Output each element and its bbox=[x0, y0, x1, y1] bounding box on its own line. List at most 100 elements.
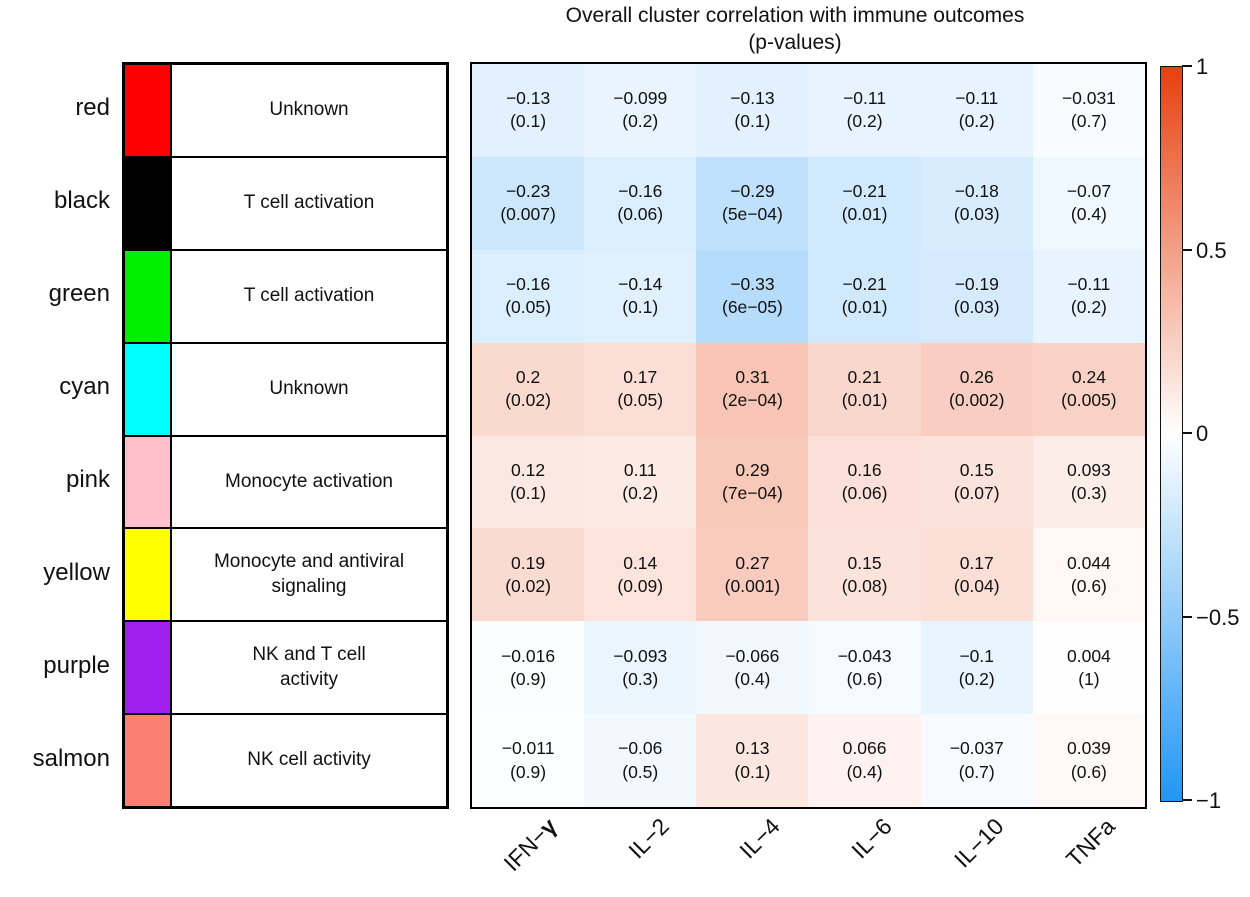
cell-p-value: (7e−04) bbox=[722, 482, 783, 503]
row-label-yellow: yellow bbox=[43, 558, 110, 586]
heatmap-cell-black-ifn: −0.23 (0.007) bbox=[472, 156, 585, 250]
colorbar-gradient bbox=[1160, 66, 1183, 802]
colorbar-tick-label: 0.5 bbox=[1196, 237, 1227, 263]
cell-p-value: (0.6) bbox=[1070, 575, 1107, 596]
correlation-heatmap: −0.13 (0.1) −0.099 (0.2) −0.13 (0.1) −0.11 (0.2… bbox=[470, 62, 1147, 809]
cell-p-value: (0.02) bbox=[505, 575, 551, 596]
cell-p-value: (0.4) bbox=[734, 668, 771, 689]
colorbar-tick-mark bbox=[1182, 65, 1192, 67]
row-label-black: black bbox=[53, 187, 110, 215]
cell-correlation-value: 0.16 bbox=[847, 459, 882, 480]
cell-correlation-value: −0.14 bbox=[618, 274, 663, 295]
heatmap-cell-green-il10: −0.19 (0.03) bbox=[920, 249, 1033, 343]
cell-correlation-value: −0.011 bbox=[501, 738, 555, 759]
colorbar-tick-mark bbox=[1182, 615, 1192, 618]
colorbar-tick-label: 0 bbox=[1196, 421, 1209, 446]
cell-p-value: (1) bbox=[1078, 668, 1100, 689]
cell-p-value: (6e−05) bbox=[722, 297, 783, 318]
cell-correlation-value: −0.043 bbox=[837, 645, 892, 666]
cell-correlation-value: 0.19 bbox=[511, 552, 546, 573]
colorbar-tick-label: −0.5 bbox=[1196, 604, 1240, 630]
cell-correlation-value: −0.21 bbox=[842, 181, 887, 202]
colorbar-tick-label: 1 bbox=[1196, 54, 1209, 79]
heatmap-cell-purple-ifn: −0.016 (0.9) bbox=[472, 621, 585, 715]
cell-correlation-value: −0.1 bbox=[959, 645, 995, 666]
cell-p-value: (0.04) bbox=[953, 575, 1000, 596]
cell-p-value: (0.06) bbox=[841, 482, 888, 503]
cell-correlation-value: 0.15 bbox=[959, 459, 994, 480]
cell-correlation-value: −0.11 bbox=[843, 88, 887, 109]
row-label-red: red bbox=[75, 94, 110, 122]
heatmap-cell-green-ifn: −0.16 (0.05) bbox=[472, 249, 585, 343]
chart-title-line1: Overall cluster correlation with immune … bbox=[565, 4, 1025, 27]
heatmap-cell-salmon-il10: −0.037 (0.7) bbox=[920, 714, 1033, 807]
cell-p-value: (0.6) bbox=[846, 668, 883, 689]
colorbar-tick-mark bbox=[1182, 799, 1192, 801]
heatmap-cell-red-il6: −0.11 (0.2) bbox=[808, 64, 921, 157]
cell-correlation-value: −0.016 bbox=[501, 645, 556, 666]
cell-correlation-value: −0.18 bbox=[954, 181, 999, 202]
cell-p-value: (0.2) bbox=[958, 111, 995, 132]
cell-correlation-value: 0.044 bbox=[1067, 552, 1111, 573]
cluster-annotation-red: Unknown bbox=[171, 64, 447, 157]
cluster-annotation-green: T cell activation bbox=[171, 249, 447, 343]
cell-correlation-value: 0.15 bbox=[847, 552, 882, 573]
cell-correlation-value: −0.13 bbox=[505, 88, 551, 109]
cell-correlation-value: 0.21 bbox=[847, 366, 882, 387]
cluster-annotation-cyan: Unknown bbox=[171, 342, 447, 436]
heatmap-cell-salmon-il6: 0.066 (0.4) bbox=[808, 714, 921, 807]
cell-p-value: (0.05) bbox=[505, 297, 551, 318]
cell-correlation-value: −0.23 bbox=[505, 181, 551, 202]
heatmap-cell-cyan-il10: 0.26 (0.002) bbox=[920, 342, 1033, 436]
heatmap-cell-salmon-ifn: −0.011 (0.9) bbox=[472, 714, 585, 807]
cell-correlation-value: 0.17 bbox=[623, 366, 658, 387]
cluster-annotation-yellow: Monocyte and antiviral signaling bbox=[171, 528, 447, 622]
cell-p-value: (0.4) bbox=[846, 761, 883, 782]
x-axis-label-il10: IL−10 bbox=[948, 813, 1009, 873]
cell-correlation-value: −0.037 bbox=[949, 738, 1004, 759]
cluster-annotation-table: Unknown T cell activation T cell activatio… bbox=[122, 62, 449, 809]
cell-p-value: (0.03) bbox=[953, 204, 1000, 225]
cell-correlation-value: 0.093 bbox=[1067, 459, 1111, 480]
cell-correlation-value: −0.13 bbox=[730, 88, 775, 109]
cell-correlation-value: 0.12 bbox=[511, 459, 546, 480]
heatmap-cell-green-il2: −0.14 (0.1) bbox=[584, 249, 697, 343]
cell-correlation-value: 0.17 bbox=[959, 552, 994, 573]
row-label-green: green bbox=[48, 280, 110, 308]
heatmap-cell-cyan-tnfa: 0.24 (0.005) bbox=[1032, 342, 1145, 436]
cluster-annotation-salmon: NK cell activity bbox=[171, 714, 447, 807]
heatmap-cell-pink-il4: 0.29 (7e−04) bbox=[696, 435, 809, 529]
x-axis-label-ifn: IFN−γ bbox=[499, 813, 563, 877]
cell-p-value: (0.7) bbox=[958, 761, 995, 782]
cell-p-value: (0.002) bbox=[949, 390, 1005, 411]
cell-p-value: (0.05) bbox=[617, 390, 664, 411]
cell-correlation-value: −0.21 bbox=[842, 274, 887, 295]
cell-p-value: (5e−04) bbox=[722, 204, 783, 225]
cell-p-value: (0.2) bbox=[846, 111, 883, 132]
heatmap-cell-green-il4: −0.33 (6e−05) bbox=[696, 249, 809, 343]
cell-correlation-value: 0.27 bbox=[735, 552, 770, 573]
heatmap-cell-yellow-tnfa: 0.044 (0.6) bbox=[1032, 528, 1145, 622]
cell-correlation-value: 0.24 bbox=[1071, 366, 1106, 387]
heatmap-cell-yellow-il6: 0.15 (0.08) bbox=[808, 528, 921, 622]
heatmap-cell-pink-il6: 0.16 (0.06) bbox=[808, 435, 921, 529]
cell-p-value: (0.5) bbox=[622, 761, 659, 782]
cluster-swatch-cyan bbox=[124, 342, 171, 436]
heatmap-cell-yellow-il2: 0.14 (0.09) bbox=[584, 528, 697, 622]
chart-title-line2: (p-values) bbox=[748, 30, 842, 54]
row-label-purple: purple bbox=[43, 651, 110, 679]
cell-correlation-value: 0.066 bbox=[842, 738, 887, 759]
heatmap-cell-purple-il2: −0.093 (0.3) bbox=[584, 621, 697, 715]
cell-correlation-value: −0.11 bbox=[955, 88, 999, 109]
cluster-swatch-salmon bbox=[124, 714, 171, 807]
heatmap-cell-salmon-il2: −0.06 (0.5) bbox=[584, 714, 697, 807]
cluster-swatch-yellow bbox=[124, 528, 171, 622]
cell-p-value: (0.1) bbox=[510, 482, 547, 503]
heatmap-cell-cyan-il2: 0.17 (0.05) bbox=[584, 342, 697, 436]
heatmap-cell-green-il6: −0.21 (0.01) bbox=[808, 249, 921, 343]
heatmap-cell-purple-il6: −0.043 (0.6) bbox=[808, 621, 921, 715]
heatmap-cell-pink-il10: 0.15 (0.07) bbox=[920, 435, 1033, 529]
heatmap-cell-black-tnfa: −0.07 (0.4) bbox=[1032, 156, 1145, 250]
cell-correlation-value: −0.07 bbox=[1066, 181, 1112, 202]
cell-p-value: (0.3) bbox=[622, 668, 659, 689]
